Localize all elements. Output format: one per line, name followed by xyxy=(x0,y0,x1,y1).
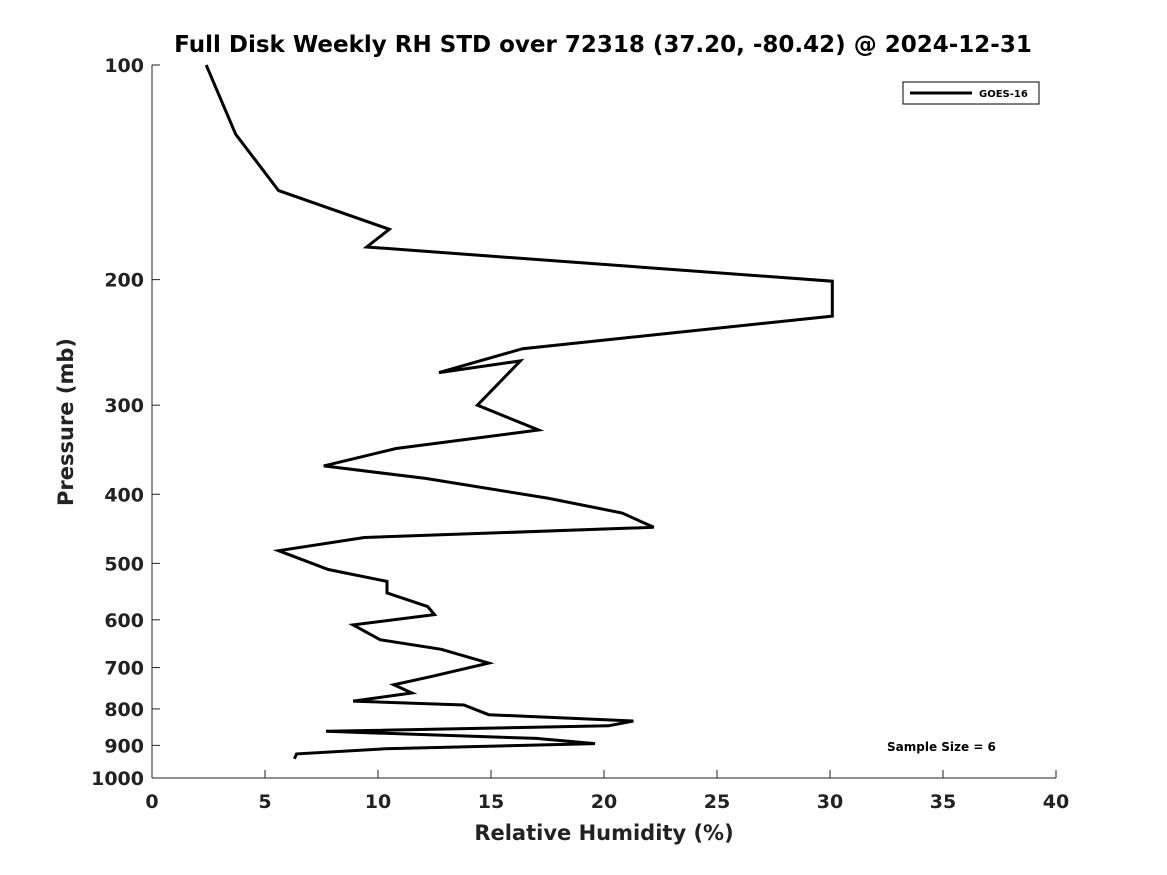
sample-size-annotation: Sample Size = 6 xyxy=(887,740,996,754)
y-tick-label: 800 xyxy=(104,699,144,721)
y-tick-label: 200 xyxy=(104,270,144,292)
series-line-goes-16 xyxy=(204,64,834,760)
y-tick-label: 400 xyxy=(104,484,144,506)
x-tick-label: 20 xyxy=(591,791,617,813)
y-axis-ticks: 100 200 300 400 500 600 700 800 900 1000 xyxy=(91,55,160,790)
y-tick-label: 600 xyxy=(104,610,144,632)
y-tick-label: 500 xyxy=(104,553,144,575)
y-tick-label: 300 xyxy=(104,395,144,417)
y-tick-label: 1000 xyxy=(91,768,144,790)
y-tick-label: 900 xyxy=(104,735,144,757)
x-tick-label: 10 xyxy=(365,791,391,813)
y-tick-label: 100 xyxy=(104,55,144,77)
legend-label-goes-16: GOES-16 xyxy=(979,89,1028,100)
legend: GOES-16 xyxy=(902,81,1040,105)
x-axis-ticks: 0 5 10 15 20 25 30 35 40 xyxy=(145,770,1069,813)
x-tick-label: 15 xyxy=(478,791,504,813)
x-tick-label: 40 xyxy=(1043,791,1069,813)
y-axis-label: Pressure (mb) xyxy=(54,338,78,506)
y-tick-label: 700 xyxy=(104,658,144,680)
chart-title: Full Disk Weekly RH STD over 72318 (37.2… xyxy=(174,32,1032,58)
x-tick-label: 30 xyxy=(817,791,843,813)
plot-area xyxy=(151,65,1056,779)
x-axis-label: Relative Humidity (%) xyxy=(474,821,733,845)
series-layer xyxy=(204,64,834,760)
x-tick-label: 25 xyxy=(704,791,730,813)
x-tick-label: 5 xyxy=(258,791,271,813)
x-tick-label: 35 xyxy=(930,791,956,813)
x-tick-label: 0 xyxy=(145,791,158,813)
